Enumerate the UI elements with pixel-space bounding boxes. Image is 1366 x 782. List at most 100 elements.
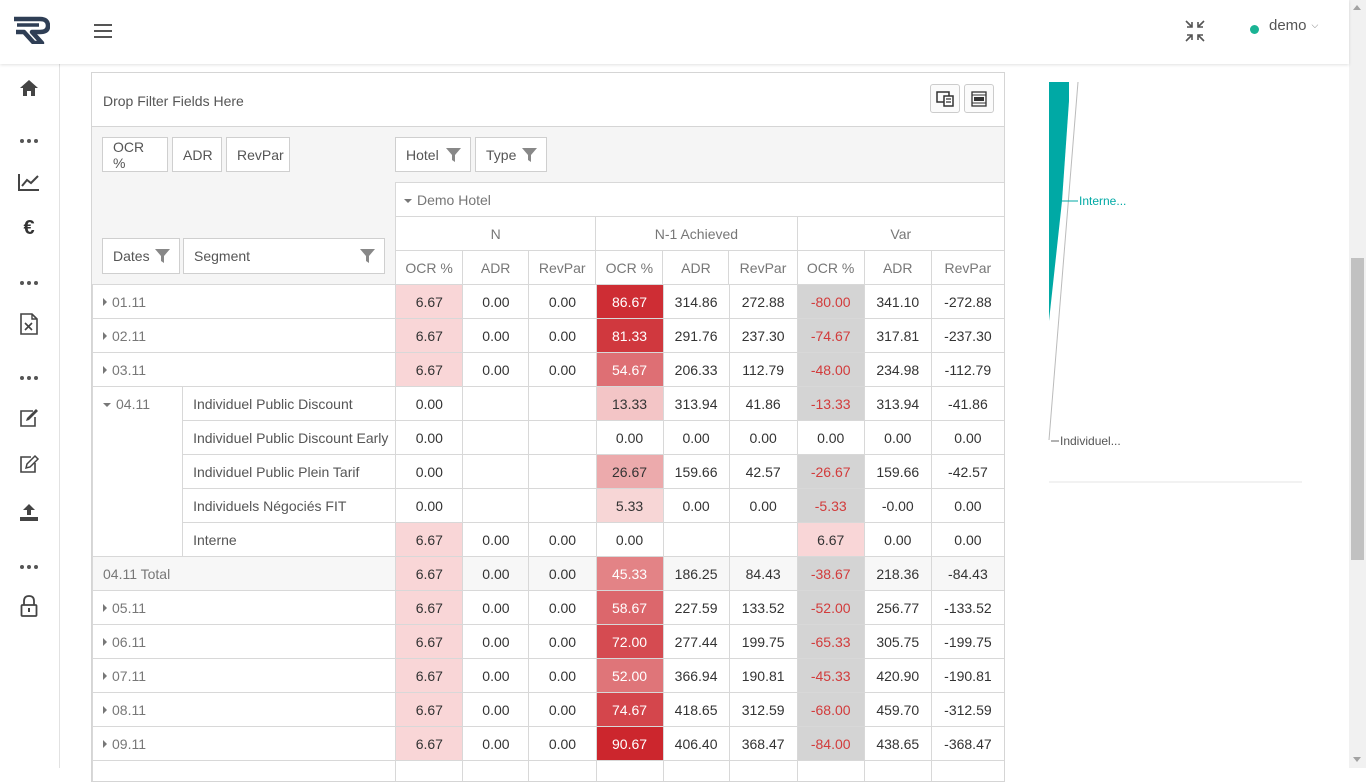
field-list-button[interactable]: [930, 84, 960, 113]
value-cell[interactable]: -0.00: [864, 489, 931, 523]
value-cell[interactable]: 366.94: [663, 659, 729, 693]
value-cell[interactable]: -312.59: [931, 693, 1004, 727]
expand-caret-icon[interactable]: [103, 740, 107, 748]
value-cell[interactable]: 0.00: [663, 421, 729, 455]
value-cell[interactable]: [729, 761, 797, 782]
value-cell[interactable]: 72.00: [596, 625, 663, 659]
value-cell[interactable]: 0.00: [463, 285, 529, 319]
value-cell[interactable]: [529, 761, 596, 782]
value-cell[interactable]: 0.00: [396, 421, 463, 455]
value-cell[interactable]: 0.00: [396, 489, 463, 523]
sidebar-item-excel[interactable]: [14, 310, 44, 338]
value-cell[interactable]: -84.00: [797, 727, 864, 761]
value-cell[interactable]: 277.44: [663, 625, 729, 659]
row-field-segment[interactable]: Segment: [183, 238, 385, 274]
value-cell[interactable]: 312.59: [729, 693, 797, 727]
measure-header[interactable]: OCR %: [596, 251, 663, 285]
value-cell[interactable]: 86.67: [596, 285, 663, 319]
value-cell[interactable]: 26.67: [596, 455, 663, 489]
hamburger-menu-icon[interactable]: [92, 21, 114, 41]
value-cell[interactable]: 133.52: [729, 591, 797, 625]
value-cell[interactable]: 0.00: [729, 421, 797, 455]
date-row-header[interactable]: 07.11: [93, 659, 396, 693]
value-cell[interactable]: 313.94: [864, 387, 931, 421]
scroll-thumb[interactable]: [1351, 258, 1364, 560]
value-cell[interactable]: 6.67: [396, 727, 463, 761]
value-cell[interactable]: 52.00: [596, 659, 663, 693]
value-cell[interactable]: 0.00: [463, 625, 529, 659]
measure-header[interactable]: OCR %: [396, 251, 463, 285]
expand-caret-icon[interactable]: [103, 604, 107, 612]
measure-header[interactable]: ADR: [663, 251, 729, 285]
sidebar-item-edit-2[interactable]: [14, 450, 44, 478]
value-cell[interactable]: 0.00: [529, 591, 596, 625]
segment-row-header[interactable]: Individuel Public Discount: [183, 387, 396, 421]
value-cell[interactable]: [463, 761, 529, 782]
filter-funnel-icon[interactable]: [155, 249, 170, 263]
sidebar-item-analytics[interactable]: [14, 168, 44, 196]
value-cell[interactable]: [729, 523, 797, 557]
value-cell[interactable]: -52.00: [797, 591, 864, 625]
value-cell[interactable]: 81.33: [596, 319, 663, 353]
value-cell[interactable]: [463, 421, 529, 455]
value-cell[interactable]: 406.40: [663, 727, 729, 761]
value-cell[interactable]: 5.33: [596, 489, 663, 523]
value-cell[interactable]: 90.67: [596, 727, 663, 761]
value-cell[interactable]: -48.00: [797, 353, 864, 387]
segment-row-header[interactable]: Individuel Public Discount Early: [183, 421, 396, 455]
value-field-adr[interactable]: ADR: [172, 137, 222, 172]
value-cell[interactable]: 13.33: [596, 387, 663, 421]
value-cell[interactable]: 272.88: [729, 285, 797, 319]
value-cell[interactable]: -368.47: [931, 727, 1004, 761]
measure-header[interactable]: RevPar: [529, 251, 596, 285]
sidebar-item-edit[interactable]: [14, 404, 44, 432]
expand-caret-icon[interactable]: [103, 366, 107, 374]
scroll-up-arrow-icon[interactable]: [1353, 5, 1361, 10]
value-cell[interactable]: -26.67: [797, 455, 864, 489]
value-cell[interactable]: 159.66: [663, 455, 729, 489]
value-cell[interactable]: 159.66: [864, 455, 931, 489]
value-cell[interactable]: [529, 421, 596, 455]
value-cell[interactable]: 0.00: [931, 523, 1004, 557]
value-cell[interactable]: [596, 761, 663, 782]
value-cell[interactable]: 341.10: [864, 285, 931, 319]
value-cell[interactable]: [396, 761, 463, 782]
sidebar-more-4[interactable]: [14, 561, 44, 573]
page-scrollbar[interactable]: [1349, 0, 1366, 768]
value-cell[interactable]: 0.00: [529, 319, 596, 353]
value-cell[interactable]: 0.00: [529, 659, 596, 693]
date-row-header[interactable]: 01.11: [93, 285, 396, 319]
value-cell[interactable]: -65.33: [797, 625, 864, 659]
column-field-hotel[interactable]: Hotel: [395, 137, 471, 172]
value-cell[interactable]: -84.43: [931, 557, 1004, 591]
collapse-caret-icon[interactable]: [103, 403, 111, 407]
value-cell[interactable]: [663, 761, 729, 782]
value-cell[interactable]: [529, 387, 596, 421]
value-cell[interactable]: -199.75: [931, 625, 1004, 659]
value-cell[interactable]: [463, 387, 529, 421]
value-cell[interactable]: 6.67: [396, 591, 463, 625]
value-cell[interactable]: [529, 455, 596, 489]
value-cell[interactable]: 305.75: [864, 625, 931, 659]
value-cell[interactable]: 0.00: [463, 693, 529, 727]
measure-header[interactable]: ADR: [864, 251, 931, 285]
value-cell[interactable]: [529, 489, 596, 523]
value-cell[interactable]: 54.67: [596, 353, 663, 387]
value-cell[interactable]: 0.00: [463, 523, 529, 557]
value-cell[interactable]: 313.94: [663, 387, 729, 421]
value-cell[interactable]: 227.59: [663, 591, 729, 625]
value-cell[interactable]: 199.75: [729, 625, 797, 659]
value-cell[interactable]: 0.00: [931, 421, 1004, 455]
value-field-revpar[interactable]: RevPar: [226, 137, 290, 172]
value-cell[interactable]: 112.79: [729, 353, 797, 387]
value-cell[interactable]: 0.00: [463, 727, 529, 761]
value-cell[interactable]: 0.00: [396, 387, 463, 421]
value-cell[interactable]: 6.67: [396, 659, 463, 693]
expand-caret-icon[interactable]: [103, 298, 107, 306]
value-cell[interactable]: 206.33: [663, 353, 729, 387]
value-cell[interactable]: [931, 761, 1004, 782]
sidebar-more-2[interactable]: [14, 277, 44, 289]
measure-header[interactable]: RevPar: [729, 251, 797, 285]
row-field-dates[interactable]: Dates: [102, 238, 180, 274]
value-cell[interactable]: -38.67: [797, 557, 864, 591]
